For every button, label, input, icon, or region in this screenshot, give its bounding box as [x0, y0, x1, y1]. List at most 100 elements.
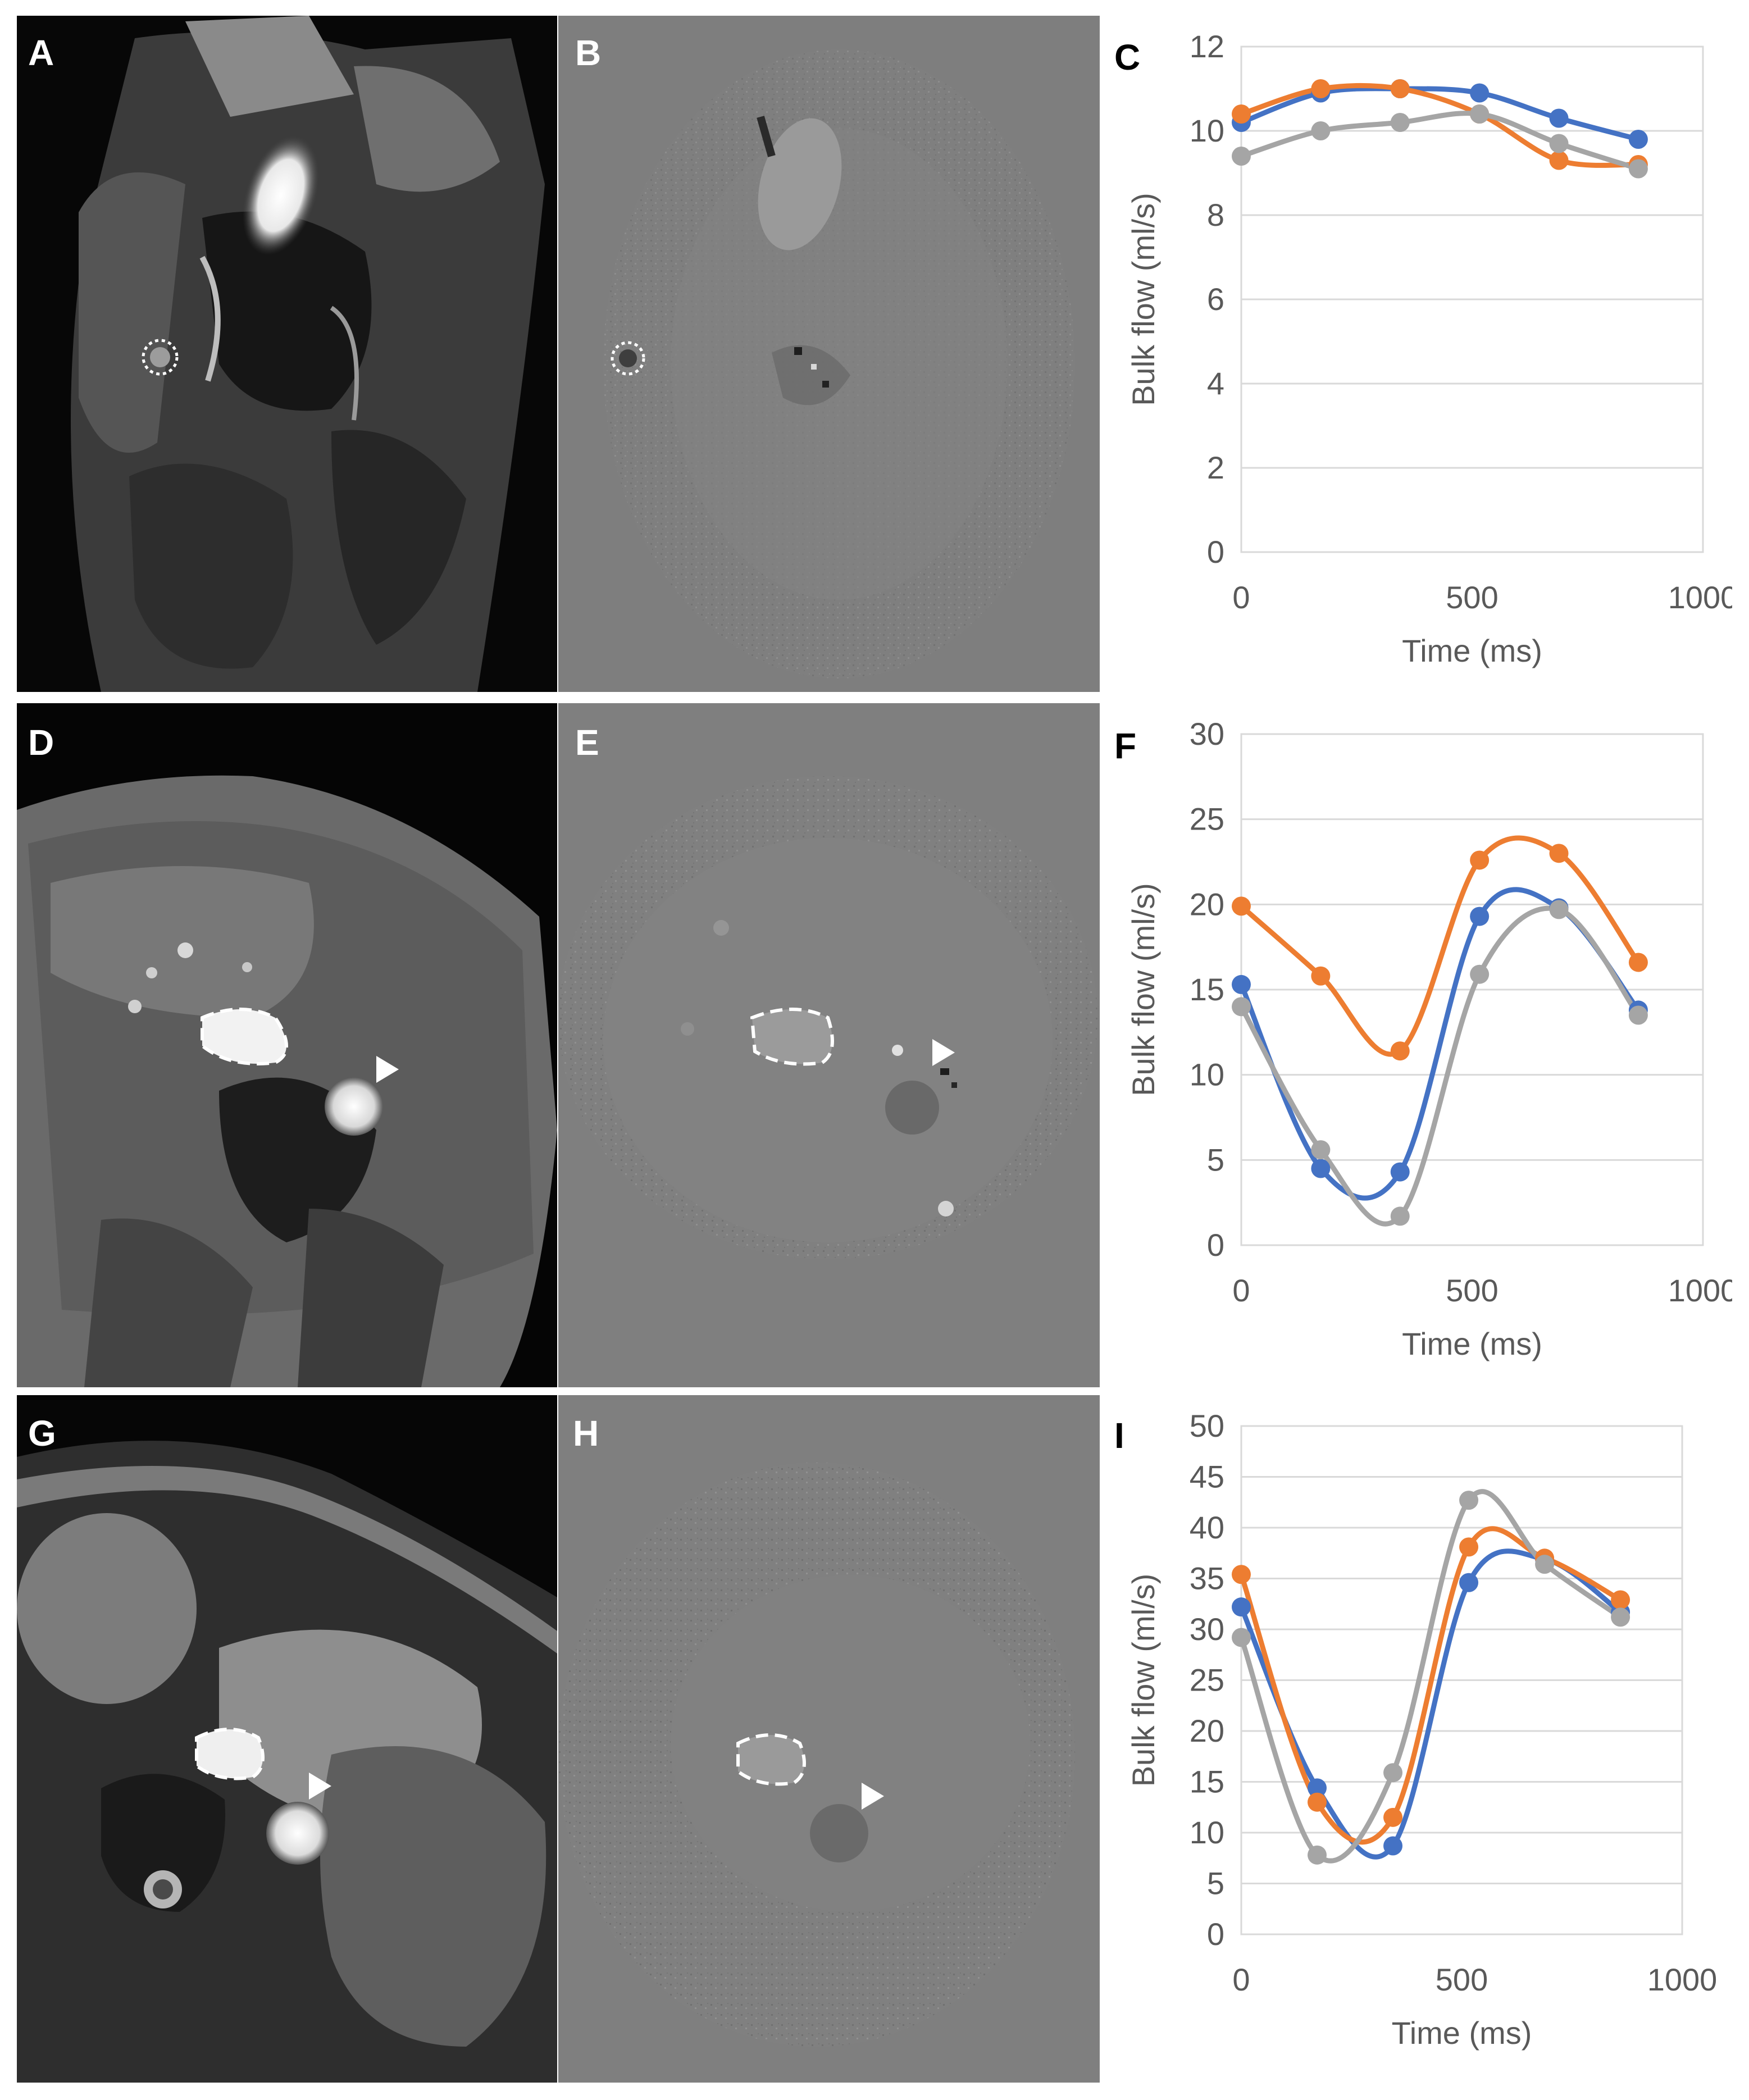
- x-axis-label: Time (ms): [1392, 2015, 1532, 2051]
- y-tick-label: 4: [1207, 366, 1224, 401]
- y-tick-label: 30: [1190, 1611, 1224, 1647]
- y-tick-label: 45: [1190, 1459, 1224, 1495]
- data-point: [1311, 121, 1331, 140]
- data-point: [1390, 1206, 1410, 1226]
- x-tick-label: 500: [1436, 1962, 1488, 1997]
- data-point: [1383, 1763, 1403, 1783]
- series-line: [1238, 1548, 1623, 1860]
- y-axis-label: Bulk flow (ml/s): [1126, 1574, 1161, 1787]
- panel-g-magnitude-image: G: [17, 1395, 557, 2083]
- panel-label: A: [28, 33, 54, 73]
- panel-label: B: [575, 33, 602, 73]
- data-point: [1535, 1555, 1555, 1574]
- data-point: [1470, 83, 1490, 103]
- data-point: [1311, 1140, 1331, 1160]
- arrowhead-marker: [862, 1783, 884, 1810]
- phase-contrast-scan: [558, 1395, 1100, 2083]
- data-point: [1311, 79, 1331, 98]
- series-line: [1238, 83, 1641, 168]
- data-point: [1470, 964, 1490, 984]
- y-axis-label: Bulk flow (ml/s): [1126, 883, 1161, 1096]
- data-point: [1549, 134, 1569, 153]
- y-tick-label: 30: [1190, 716, 1224, 751]
- y-tick-label: 6: [1207, 281, 1224, 317]
- roi-dotted-circle: [611, 341, 645, 376]
- data-point: [1459, 1573, 1479, 1592]
- data-point: [1549, 900, 1569, 919]
- data-point: [1628, 1005, 1648, 1025]
- axial-mri-scan: [17, 1395, 557, 2083]
- x-tick-label: 500: [1446, 1273, 1498, 1308]
- x-tick-label: 500: [1446, 580, 1498, 615]
- arrowhead-marker: [376, 1056, 399, 1083]
- data-point: [1232, 1628, 1251, 1647]
- x-axis-label: Time (ms): [1402, 633, 1542, 668]
- y-tick-label: 10: [1190, 1057, 1224, 1092]
- panel-label: G: [28, 1413, 56, 1454]
- x-tick-label: 0: [1232, 580, 1250, 615]
- y-tick-label: 20: [1190, 886, 1224, 922]
- y-tick-label: 0: [1207, 1916, 1224, 1952]
- data-point: [1232, 974, 1251, 994]
- panel-label: I: [1114, 1415, 1124, 1456]
- x-tick-label: 1000: [1668, 1273, 1732, 1308]
- y-tick-label: 5: [1207, 1866, 1224, 1901]
- data-point: [1549, 108, 1569, 128]
- data-point: [1611, 1590, 1630, 1610]
- x-axis-label: Time (ms): [1402, 1326, 1542, 1361]
- flow-chart-svg: 0 5 10 15 20 25 30 0 500 1000 Time (ms) Bulk flow (…: [1126, 716, 1732, 1361]
- data-point: [1308, 1778, 1327, 1798]
- data-point: [1628, 953, 1648, 972]
- y-tick-label: 0: [1207, 534, 1224, 570]
- y-tick-label: 25: [1190, 801, 1224, 837]
- data-point: [1390, 1162, 1410, 1182]
- data-point: [1232, 997, 1251, 1017]
- plot-border: [1240, 45, 1704, 553]
- data-point: [1311, 1159, 1331, 1178]
- x-tick-label: 0: [1232, 1273, 1250, 1308]
- phase-contrast-scan: [558, 16, 1100, 692]
- data-point: [1470, 906, 1490, 926]
- y-tick-label: 8: [1207, 197, 1224, 233]
- panel-b-phase-image: B: [558, 16, 1100, 692]
- y-tick-label: 15: [1190, 972, 1224, 1007]
- y-tick-label: 15: [1190, 1764, 1224, 1800]
- y-tick-label: 40: [1190, 1510, 1224, 1545]
- coronal-mri-scan: [17, 16, 557, 692]
- series-line: [1238, 111, 1641, 171]
- panel-c-flow-chart: 0 2 4 6 8 10 12 0 500 1000 Time (ms) Bulk flow (ml/…: [1101, 16, 1732, 692]
- y-tick-label: 5: [1207, 1142, 1224, 1177]
- data-point: [1232, 147, 1251, 166]
- panel-label: F: [1114, 726, 1137, 766]
- panel-label: H: [573, 1413, 599, 1454]
- x-tick-label: 0: [1232, 1962, 1250, 1997]
- data-point: [1470, 850, 1490, 870]
- y-tick-label: 25: [1190, 1662, 1224, 1698]
- data-point: [1628, 159, 1648, 179]
- panel-label: C: [1114, 37, 1141, 78]
- data-point: [1232, 1597, 1251, 1617]
- series-line: [1238, 86, 1641, 142]
- data-point: [1549, 151, 1569, 170]
- data-point: [1232, 104, 1251, 124]
- roi-dashed-outline: [750, 1008, 834, 1066]
- data-point: [1459, 1491, 1479, 1510]
- y-tick-label: 0: [1207, 1227, 1224, 1263]
- data-point: [1232, 1565, 1251, 1584]
- data-point: [1390, 113, 1410, 132]
- panel-i-flow-chart: 0 5 10 15 20 25 30 35 40 45 50 0 500 1000 Time (ms) Bul…: [1101, 1395, 1732, 2083]
- y-tick-label: 20: [1190, 1713, 1224, 1748]
- panel-label: D: [28, 722, 54, 763]
- data-point: [1549, 844, 1569, 863]
- panel-e-phase-image: E: [558, 703, 1100, 1387]
- panel-f-flow-chart: 0 5 10 15 20 25 30 0 500 1000 Time (ms) Bulk flow (…: [1101, 703, 1732, 1387]
- data-point: [1628, 130, 1648, 149]
- y-tick-label: 10: [1190, 113, 1224, 148]
- data-point: [1390, 1041, 1410, 1061]
- flow-chart-svg: 0 2 4 6 8 10 12 0 500 1000 Time (ms) Bulk flow (ml/…: [1126, 29, 1732, 668]
- y-tick-label: 35: [1190, 1561, 1224, 1596]
- roi-dashed-outline: [736, 1733, 806, 1786]
- data-point: [1390, 79, 1410, 98]
- x-tick-label: 1000: [1668, 580, 1732, 615]
